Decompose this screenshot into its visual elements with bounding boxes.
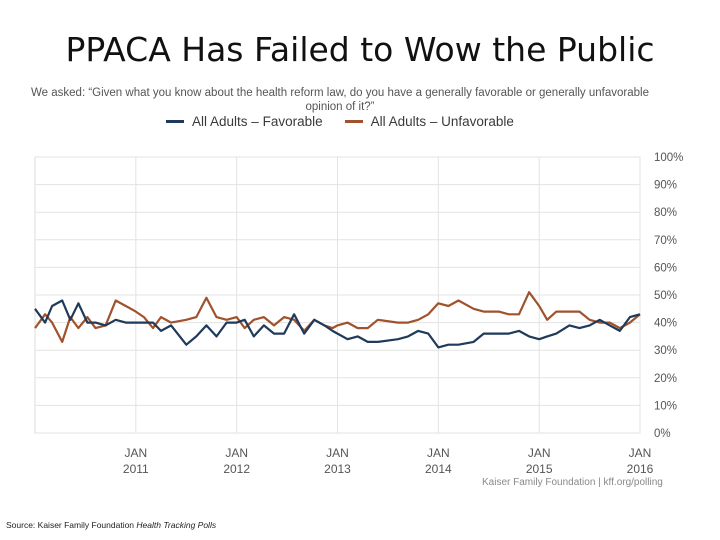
chart-legend: All Adults – Favorable All Adults – Unfa… xyxy=(0,114,680,129)
x-tick-month: JAN xyxy=(124,446,147,460)
x-tick-month: JAN xyxy=(225,446,248,460)
y-tick-label: 30% xyxy=(654,345,677,357)
x-tick-year: 2014 xyxy=(425,462,452,476)
y-tick-label: 70% xyxy=(654,235,677,247)
y-tick-label: 40% xyxy=(654,318,677,330)
legend-label-favorable: All Adults – Favorable xyxy=(192,114,323,129)
legend-label-unfavorable: All Adults – Unfavorable xyxy=(370,114,514,129)
y-tick-label: 100% xyxy=(654,152,683,164)
x-tick-year: 2013 xyxy=(324,462,351,476)
slide-title: PPACA Has Failed to Wow the Public xyxy=(65,30,655,69)
legend-item-unfavorable[interactable]: All Adults – Unfavorable xyxy=(344,114,514,129)
series-line-unfavorable xyxy=(34,291,641,343)
x-tick-year: 2011 xyxy=(123,462,149,476)
y-tick-label: 80% xyxy=(654,207,677,219)
series-line-favorable xyxy=(34,299,641,349)
y-tick-label: 20% xyxy=(654,373,677,385)
x-tick-month: JAN xyxy=(326,446,349,460)
x-tick-year: 2015 xyxy=(526,462,553,476)
legend-swatch-unfavorable xyxy=(344,120,363,123)
x-tick-month: JAN xyxy=(528,446,551,460)
x-tick-year: 2016 xyxy=(627,462,654,476)
legend-swatch-favorable xyxy=(166,120,185,123)
y-tick-label: 0% xyxy=(654,428,671,440)
legend-item-favorable[interactable]: All Adults – Favorable xyxy=(166,114,323,129)
chart-attribution: Kaiser Family Foundation | kff.org/polli… xyxy=(482,477,663,488)
y-tick-label: 50% xyxy=(654,290,677,302)
y-tick-label: 10% xyxy=(654,400,677,412)
y-tick-label: 60% xyxy=(654,262,677,274)
source-prefix: Source: Kaiser Family Foundation xyxy=(6,520,137,530)
y-tick-label: 90% xyxy=(654,180,677,192)
chart-subtitle: We asked: “Given what you know about the… xyxy=(31,87,649,113)
source-italic: Health Tracking Polls xyxy=(136,520,217,530)
x-tick-year: 2012 xyxy=(223,462,250,476)
source-note: Source: Kaiser Family Foundation Health … xyxy=(6,520,216,530)
x-tick-month: JAN xyxy=(629,446,652,460)
x-tick-month: JAN xyxy=(427,446,450,460)
